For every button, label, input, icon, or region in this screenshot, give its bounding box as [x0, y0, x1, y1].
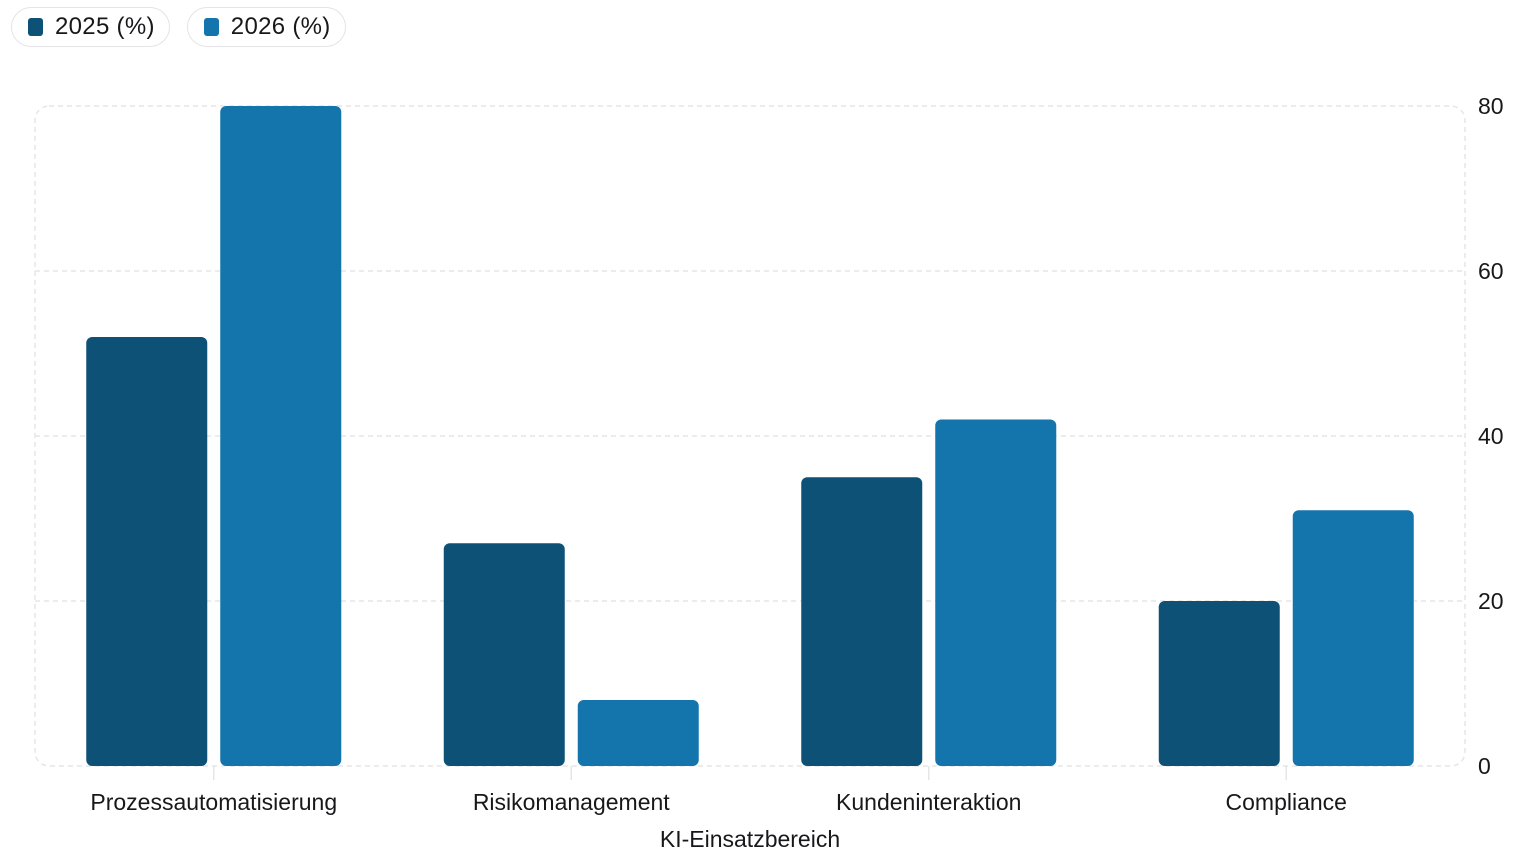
x-axis-ticks: Prozessautomatisierung Risikomanagement Ku… [90, 766, 1347, 815]
bars [86, 106, 1414, 766]
legend-item-2025[interactable]: 2025 (%) [11, 7, 170, 47]
x-tick-label: Compliance [1226, 789, 1347, 815]
y-tick-label: 0 [1478, 753, 1491, 779]
bar[interactable] [801, 477, 923, 766]
legend: 2025 (%) 2026 (%) [11, 7, 346, 47]
x-tick-label: Kundeninteraktion [836, 789, 1021, 815]
y-tick-label: 80 [1478, 93, 1504, 119]
legend-label-2026: 2026 (%) [230, 13, 331, 40]
bar[interactable] [577, 700, 699, 766]
legend-swatch-2025 [28, 18, 43, 36]
x-tick-label: Prozessautomatisierung [90, 789, 337, 815]
bar[interactable] [86, 337, 208, 766]
y-axis-ticks: 0 20 40 60 80 [1478, 93, 1504, 779]
legend-label-2025: 2025 (%) [55, 13, 155, 40]
bar[interactable] [1158, 601, 1280, 766]
bar[interactable] [220, 106, 342, 766]
x-tick-label: Risikomanagement [473, 789, 670, 815]
x-axis-title: KI-Einsatzbereich [660, 826, 840, 850]
y-tick-label: 60 [1478, 258, 1504, 284]
y-tick-label: 40 [1478, 423, 1504, 449]
legend-item-2026[interactable]: 2026 (%) [186, 7, 346, 47]
bar[interactable] [1292, 510, 1414, 766]
legend-swatch-2026 [203, 18, 219, 36]
bar[interactable] [443, 543, 565, 766]
y-tick-label: 20 [1478, 588, 1504, 614]
bar[interactable] [935, 419, 1057, 767]
